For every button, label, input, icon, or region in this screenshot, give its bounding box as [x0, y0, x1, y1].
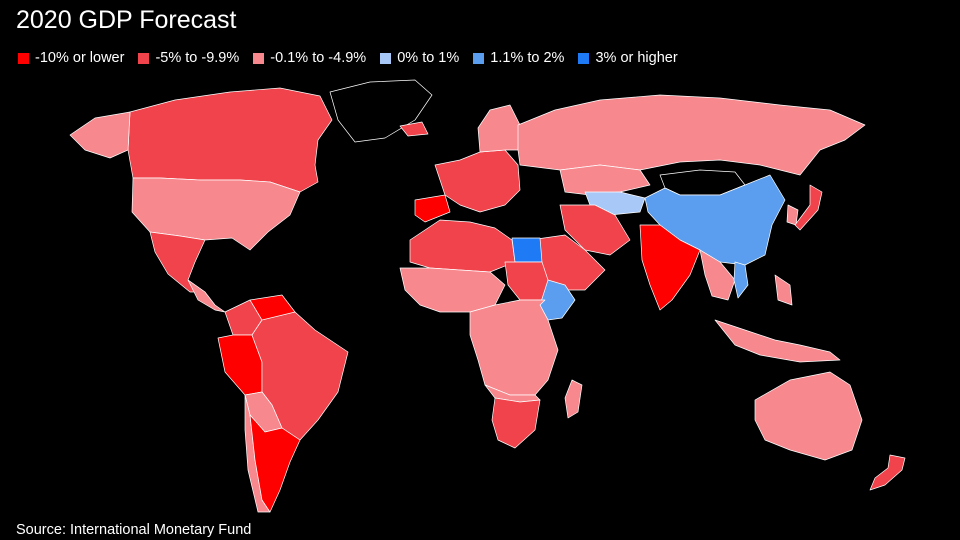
- legend-swatch-c5: [473, 52, 485, 64]
- region-middle-east[interactable]: [559, 204, 631, 256]
- legend-item-c3: -0.1% to -4.9%: [253, 50, 366, 66]
- legend-label-c3: -0.1% to -4.9%: [270, 50, 367, 66]
- region-korea[interactable]: [786, 204, 799, 226]
- legend-label-c2: -5% to -9.9%: [155, 50, 240, 66]
- region-vietnam[interactable]: [733, 261, 749, 299]
- region-philippines[interactable]: [774, 274, 793, 306]
- region-india[interactable]: [639, 224, 701, 311]
- source-note: Source: International Monetary Fund: [16, 522, 252, 538]
- region-west-africa[interactable]: [399, 267, 506, 313]
- legend-swatch-c4: [380, 52, 392, 64]
- legend-item-c1: -10% or lower: [18, 50, 124, 66]
- region-sudan[interactable]: [504, 261, 549, 301]
- region-madagascar[interactable]: [564, 379, 583, 419]
- legend-label-c6: 3% or higher: [595, 50, 678, 66]
- region-new-zealand[interactable]: [869, 454, 906, 491]
- region-russia[interactable]: [517, 94, 866, 176]
- region-argentina[interactable]: [249, 414, 301, 513]
- legend-swatch-c1: [18, 52, 29, 64]
- region-greenland[interactable]: [329, 79, 433, 143]
- region-central-africa[interactable]: [469, 299, 559, 396]
- region-japan[interactable]: [794, 184, 823, 231]
- region-spain[interactable]: [414, 194, 451, 223]
- region-canada[interactable]: [127, 87, 333, 193]
- legend-label-c4: 0% to 1%: [397, 50, 460, 66]
- region-indonesia[interactable]: [714, 319, 841, 363]
- region-australia[interactable]: [754, 371, 863, 461]
- region-iceland[interactable]: [399, 121, 429, 137]
- region-mexico[interactable]: [149, 231, 206, 293]
- legend-swatch-c2: [138, 52, 150, 64]
- legend-item-c4: 0% to 1%: [380, 50, 459, 66]
- region-kazakhstan[interactable]: [559, 164, 651, 196]
- region-egypt[interactable]: [511, 237, 543, 263]
- region-europe[interactable]: [434, 149, 521, 213]
- legend-item-c2: -5% to -9.9%: [138, 50, 239, 66]
- region-alaska[interactable]: [69, 111, 131, 159]
- legend-swatch-c6: [578, 52, 590, 64]
- region-south-africa[interactable]: [491, 397, 541, 449]
- legend-item-c6: 3% or higher: [578, 50, 678, 66]
- region-north-africa[interactable]: [409, 219, 516, 273]
- region-southeast-asia[interactable]: [699, 249, 736, 301]
- map-title: 2020 GDP Forecast: [16, 6, 237, 34]
- legend-swatch-c3: [253, 52, 265, 64]
- legend-label-c5: 1.1% to 2%: [490, 50, 565, 66]
- region-central-america[interactable]: [187, 279, 226, 313]
- region-scandinavia[interactable]: [477, 104, 521, 153]
- legend: -10% or lower -5% to -9.9% -0.1% to -4.9…: [18, 50, 692, 66]
- legend-label-c1: -10% or lower: [35, 50, 125, 66]
- legend-item-c5: 1.1% to 2%: [473, 50, 564, 66]
